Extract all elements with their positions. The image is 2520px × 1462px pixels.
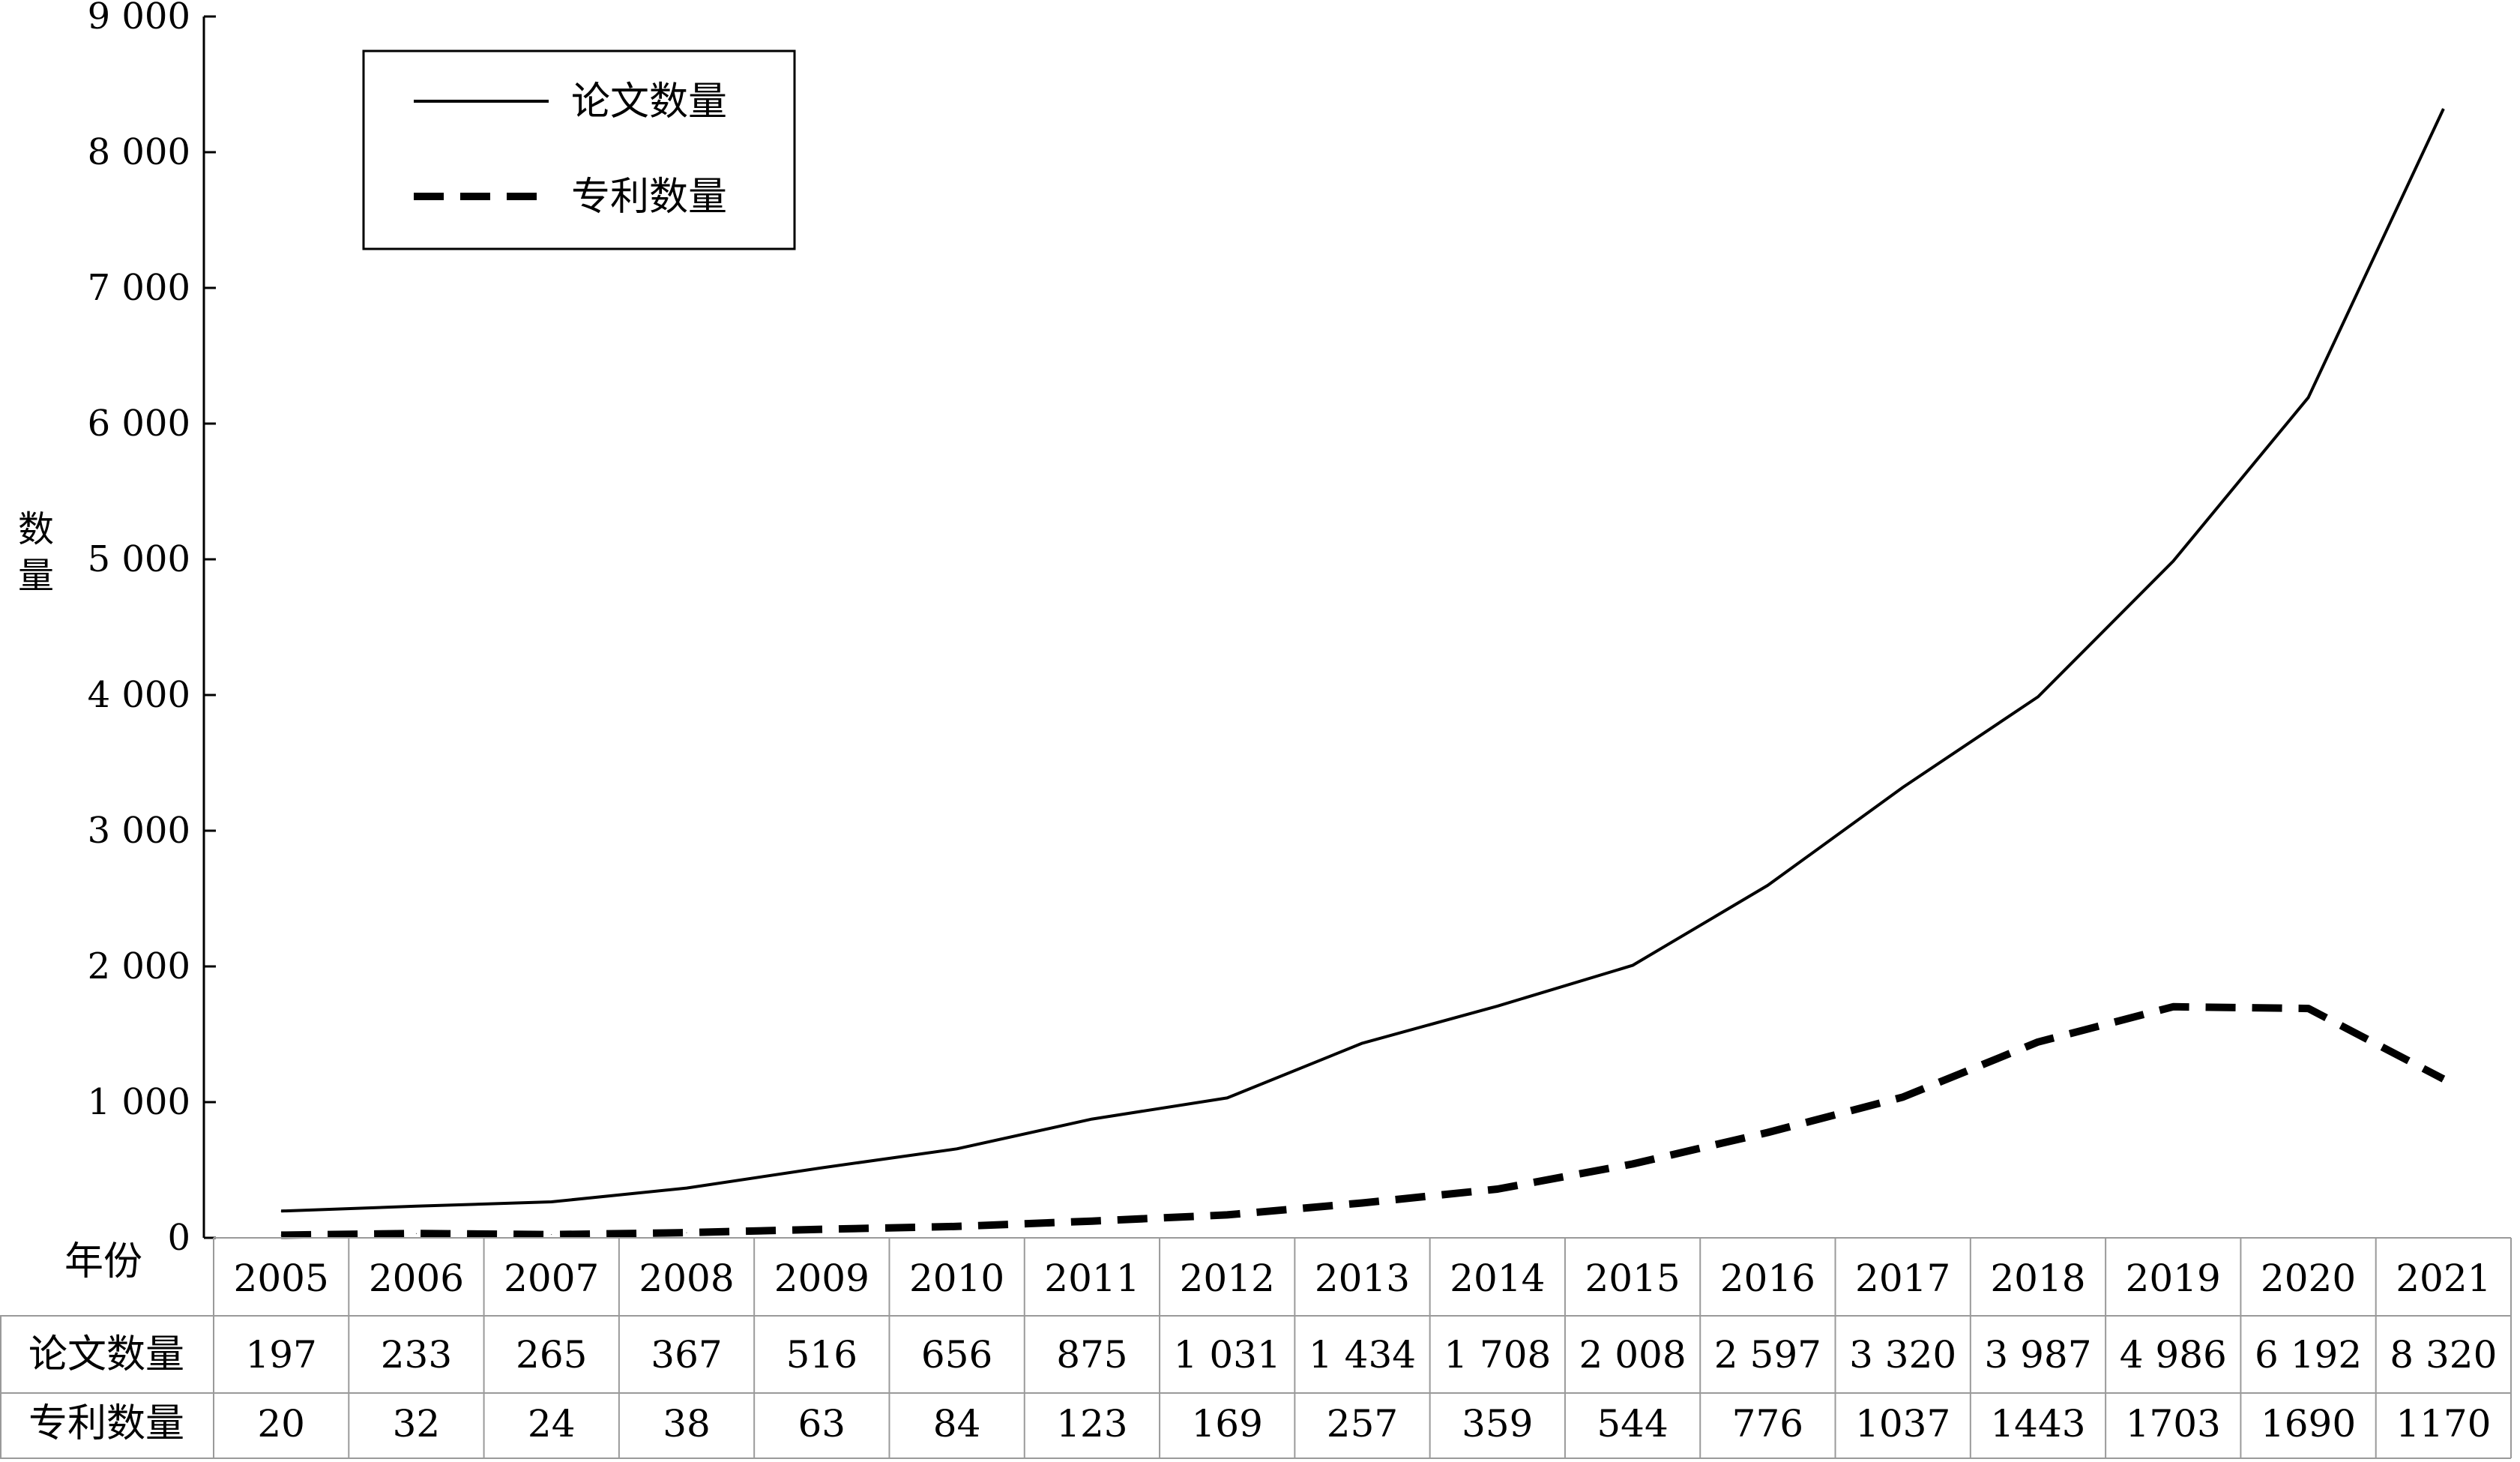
y-tick-label: 8 000 bbox=[88, 131, 190, 173]
series-line-1 bbox=[281, 1002, 2446, 1239]
data-table: 年份 2005 2006 2007 2008 2009 2010 2011 2012 2013 20… bbox=[0, 1237, 2512, 1459]
table-cell-value: 3 987 bbox=[1984, 1333, 2091, 1377]
x-tick-label: 2010 bbox=[909, 1257, 1004, 1300]
x-tick-label: 2011 bbox=[1044, 1257, 1139, 1300]
y-tick-label: 9 000 bbox=[88, 0, 190, 37]
table-cell-value: 1 434 bbox=[1309, 1333, 1416, 1377]
series-0-point bbox=[551, 1201, 552, 1203]
table-cell-value: 233 bbox=[381, 1333, 452, 1377]
table-cell-value: 169 bbox=[1191, 1402, 1262, 1446]
series-0-point bbox=[1497, 1005, 1498, 1007]
table-cell-value: 6 192 bbox=[2255, 1333, 2362, 1377]
table-cell-value: 2 008 bbox=[1579, 1333, 1686, 1377]
y-tick-label: 0 bbox=[167, 1217, 190, 1259]
series-1-point bbox=[1497, 1188, 1498, 1190]
table-row-label: 专利数量 bbox=[28, 1401, 184, 1446]
series-1-point bbox=[2308, 1008, 2309, 1009]
x-tick-label: 2005 bbox=[234, 1257, 329, 1300]
x-tick-label: 2020 bbox=[2261, 1257, 2356, 1300]
x-tick-label: 2006 bbox=[369, 1257, 464, 1300]
series-0-point bbox=[2172, 561, 2174, 562]
x-tick-label: 2019 bbox=[2126, 1257, 2221, 1300]
x-tick-label: 2013 bbox=[1315, 1257, 1410, 1300]
series-lines bbox=[280, 108, 2446, 1239]
x-tick-label: 2016 bbox=[1720, 1257, 1815, 1300]
y-tick-label: 4 000 bbox=[88, 674, 190, 716]
table-cell-value: 544 bbox=[1597, 1402, 1668, 1446]
table-cell-value: 38 bbox=[663, 1402, 711, 1446]
y-tick-label: 6 000 bbox=[88, 403, 190, 445]
legend-label: 专利数量 bbox=[571, 175, 727, 220]
y-tick-label: 3 000 bbox=[88, 810, 190, 852]
series-1-point bbox=[551, 1234, 552, 1236]
series-1-point bbox=[2443, 1078, 2444, 1080]
y-tick-label: 1 000 bbox=[88, 1081, 190, 1123]
x-tick-label: 2009 bbox=[774, 1257, 869, 1300]
x-tick-label: 2007 bbox=[504, 1257, 599, 1300]
table-cell-value: 1170 bbox=[2396, 1402, 2491, 1446]
table-cell-value: 265 bbox=[516, 1333, 587, 1377]
series-1-point bbox=[956, 1226, 958, 1227]
table-cell-value: 516 bbox=[786, 1333, 857, 1377]
series-0-point bbox=[1902, 786, 1904, 788]
series-1-point bbox=[2037, 1041, 2039, 1043]
series-0-point bbox=[280, 1210, 282, 1212]
table-cell-value: 32 bbox=[393, 1402, 441, 1446]
table-cell-value: 20 bbox=[257, 1402, 305, 1446]
series-1-point bbox=[2172, 1006, 2174, 1008]
x-tick-label: 2021 bbox=[2396, 1257, 2491, 1300]
series-0-point bbox=[2308, 397, 2309, 398]
table-cell-value: 257 bbox=[1327, 1402, 1398, 1446]
x-tick-label: 2017 bbox=[1855, 1257, 1950, 1300]
table-cell-value: 3 320 bbox=[1849, 1333, 1956, 1377]
table-cell-value: 1690 bbox=[2261, 1402, 2356, 1446]
table-cell-value: 1443 bbox=[1990, 1402, 2085, 1446]
series-1-point bbox=[415, 1233, 417, 1234]
table-cell-value: 776 bbox=[1732, 1402, 1803, 1446]
x-tick-label: 2008 bbox=[639, 1257, 734, 1300]
table-cell-value: 656 bbox=[921, 1333, 992, 1377]
legend-box bbox=[362, 49, 796, 250]
x-tick-label: 2012 bbox=[1180, 1257, 1275, 1300]
table-cell-value: 24 bbox=[528, 1402, 576, 1446]
y-axis-label-2: 量 bbox=[18, 555, 54, 597]
y-axis-label: 数 bbox=[18, 508, 54, 550]
series-0-point bbox=[1362, 1042, 1363, 1044]
series-1-point bbox=[280, 1234, 282, 1236]
x-tick-label: 2018 bbox=[1990, 1257, 2085, 1300]
table-cell-value: 2 597 bbox=[1714, 1333, 1821, 1377]
legend-label: 论文数量 bbox=[571, 79, 727, 124]
table-cell-value: 1703 bbox=[2126, 1402, 2221, 1446]
table-row-label: 论文数量 bbox=[28, 1332, 184, 1377]
table-cell-value: 63 bbox=[798, 1402, 846, 1446]
table-cell-value: 8 320 bbox=[2390, 1333, 2497, 1377]
table-cell-value: 875 bbox=[1056, 1333, 1127, 1377]
y-ticks: 0 1 000 2 000 3 000 4 000 5 000 6 000 7 000 8 00… bbox=[88, 0, 216, 1259]
table-cell-value: 1 708 bbox=[1444, 1333, 1551, 1377]
table-cell-value: 1 031 bbox=[1174, 1333, 1281, 1377]
table-cell-value: 359 bbox=[1462, 1402, 1533, 1446]
y-tick-label: 5 000 bbox=[88, 538, 190, 580]
series-line-0 bbox=[281, 108, 2445, 1213]
y-tick-label: 7 000 bbox=[88, 267, 190, 309]
table-cell-value: 197 bbox=[245, 1333, 316, 1377]
table-cell-value: 123 bbox=[1056, 1402, 1127, 1446]
x-tick-label: 2015 bbox=[1585, 1257, 1680, 1300]
table-cell-value: 367 bbox=[651, 1333, 722, 1377]
x-tick-label: 2014 bbox=[1450, 1257, 1545, 1300]
x-axis-label: 年份 bbox=[64, 1239, 142, 1284]
table-cell-value: 1037 bbox=[1855, 1402, 1950, 1446]
y-tick-label: 2 000 bbox=[88, 945, 190, 987]
table-cell-value: 4 986 bbox=[2120, 1333, 2227, 1377]
series-1-point bbox=[1767, 1132, 1768, 1134]
table-cell-value: 84 bbox=[933, 1402, 981, 1446]
series-1-point bbox=[1902, 1096, 1904, 1098]
